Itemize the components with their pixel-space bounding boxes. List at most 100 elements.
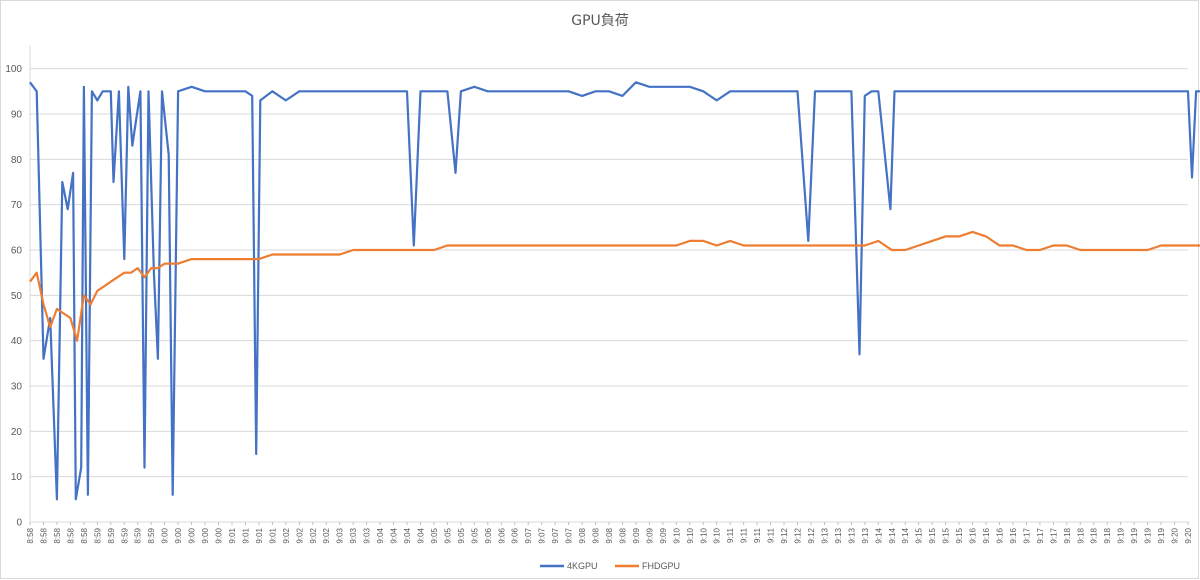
x-tick-label: 9:08 (618, 527, 627, 543)
x-tick-label: 9:17 (1049, 527, 1058, 543)
y-tick-label: 60 (11, 246, 23, 257)
x-tick-label: 9:03 (336, 527, 345, 543)
x-tick-label: 9:19 (1157, 527, 1166, 543)
x-tick-label: 9:19 (1144, 527, 1153, 543)
x-tick-label: 9:06 (511, 527, 520, 543)
x-tick-label: 9:13 (820, 527, 829, 543)
legend-label: 4KGPU (567, 561, 598, 571)
x-tick-label: 9:01 (255, 527, 264, 543)
x-tick-label: 9:14 (901, 527, 910, 543)
x-tick-label: 8:58 (26, 527, 35, 543)
x-tick-label: 9:11 (726, 527, 735, 543)
x-tick-label: 9:15 (942, 527, 951, 543)
x-tick-label: 9:15 (928, 527, 937, 543)
y-tick-label: 90 (11, 110, 23, 121)
x-tick-label: 9:05 (470, 527, 479, 543)
x-tick-label: 9:03 (349, 527, 358, 543)
x-tick-label: 9:01 (228, 527, 237, 543)
x-tick-label: 9:10 (686, 527, 695, 543)
x-tick-label: 9:02 (322, 527, 331, 543)
x-tick-label: 9:12 (780, 527, 789, 543)
y-tick-label: 50 (11, 291, 23, 302)
x-tick-label: 9:04 (403, 527, 412, 543)
x-tick-label: 9:17 (1022, 527, 1031, 543)
y-tick-label: 20 (11, 427, 23, 438)
x-tick-label: 8:59 (147, 527, 156, 543)
series-line-fhdgpu (29, 230, 1200, 342)
x-tick-label: 9:00 (174, 527, 183, 543)
x-tick-label: 9:10 (672, 527, 681, 543)
x-tick-label: 9:07 (524, 527, 533, 543)
x-tick-label: 8:58 (39, 527, 48, 543)
x-tick-label: 9:08 (592, 527, 601, 543)
x-tick-label: 9:07 (538, 527, 547, 543)
x-tick-label: 9:18 (1103, 527, 1112, 543)
y-tick-label: 80 (11, 155, 23, 166)
y-tick-label: 0 (16, 518, 22, 529)
x-tick-label: 9:08 (578, 527, 587, 543)
y-tick-label: 40 (11, 336, 23, 347)
x-tick-label: 9:10 (713, 527, 722, 543)
y-tick-label: 70 (11, 200, 23, 211)
y-tick-label: 30 (11, 382, 23, 393)
x-tick-label: 9:01 (268, 527, 277, 543)
x-tick-label: 9:18 (1076, 527, 1085, 543)
x-tick-label: 9:05 (430, 527, 439, 543)
legend-label: FHDGPU (642, 561, 680, 571)
series-line-4kgpu (29, 81, 1200, 501)
x-tick-label: 9:20 (1171, 527, 1180, 543)
x-tick-label: 9:15 (915, 527, 924, 543)
x-tick-label: 9:03 (363, 527, 372, 543)
x-tick-label: 9:02 (282, 527, 291, 543)
x-tick-label: 8:58 (53, 527, 62, 543)
x-tick-label: 9:11 (753, 527, 762, 543)
x-tick-label: 9:14 (888, 527, 897, 543)
x-tick-label: 9:16 (969, 527, 978, 543)
x-tick-label: 9:09 (659, 527, 668, 543)
x-tick-label: 8:58 (66, 527, 75, 543)
x-tick-label: 9:00 (201, 527, 210, 543)
x-tick-label: 8:59 (93, 527, 102, 543)
y-axis-ticks: 0 10 20 30 40 50 60 70 80 90 100 (5, 64, 22, 528)
x-tick-label: 9:12 (794, 527, 803, 543)
x-tick-label: 9:11 (740, 527, 749, 543)
x-tick-label: 9:19 (1117, 527, 1126, 543)
x-tick-label: 9:19 (1130, 527, 1139, 543)
x-tick-label: 9:09 (632, 527, 641, 543)
x-tick-label: 9:06 (484, 527, 493, 543)
x-tick-label: 8:58 (80, 527, 89, 543)
x-tick-label: 9:15 (955, 527, 964, 543)
x-tick-label: 9:00 (161, 527, 170, 543)
x-tick-label: 9:10 (699, 527, 708, 543)
x-tick-label: 9:13 (861, 527, 870, 543)
gridlines (29, 46, 1188, 523)
x-tick-label: 9:08 (605, 527, 614, 543)
x-tick-label: 9:00 (188, 527, 197, 543)
x-tick-label: 9:14 (874, 527, 883, 543)
x-tick-label: 9:11 (767, 527, 776, 543)
x-tick-label: 9:00 (215, 527, 224, 543)
x-tick-label: 9:12 (807, 527, 816, 543)
x-tick-label: 9:01 (241, 527, 250, 543)
x-tick-label: 9:16 (1009, 527, 1018, 543)
x-tick-label: 9:20 (1184, 527, 1193, 543)
series-lines (29, 81, 1200, 501)
x-tick-label: 9:02 (309, 527, 318, 543)
chart-title: GPU負荷 (571, 13, 629, 29)
x-tick-label: 9:13 (847, 527, 856, 543)
x-tick-label: 9:18 (1063, 527, 1072, 543)
y-tick-label: 100 (5, 64, 22, 75)
x-tick-label: 9:18 (1090, 527, 1099, 543)
x-axis-ticks: 8:58 8:58 8:58 8:58 8:58 8:59 8:59 8:59 8:59 8:59… (26, 522, 1193, 544)
x-tick-label: 9:16 (982, 527, 991, 543)
x-tick-label: 9:02 (295, 527, 304, 543)
x-tick-label: 9:05 (443, 527, 452, 543)
x-tick-label: 8:59 (134, 527, 143, 543)
x-tick-label: 8:59 (107, 527, 116, 543)
x-tick-label: 9:05 (457, 527, 466, 543)
x-tick-label: 9:06 (497, 527, 506, 543)
x-tick-label: 9:04 (376, 527, 385, 543)
x-tick-label: 8:59 (120, 527, 129, 543)
legend: 4KGPU FHDGPU (540, 561, 680, 571)
